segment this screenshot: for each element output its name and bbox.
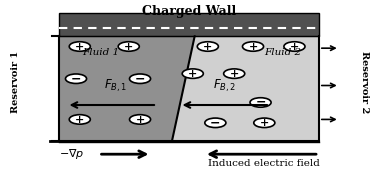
- Circle shape: [65, 74, 87, 83]
- Circle shape: [130, 115, 150, 124]
- Circle shape: [69, 115, 90, 124]
- Circle shape: [205, 118, 226, 128]
- Text: +: +: [188, 68, 197, 79]
- Circle shape: [250, 98, 271, 107]
- Text: +: +: [75, 41, 84, 52]
- Circle shape: [242, 42, 263, 51]
- Text: −: −: [210, 116, 221, 129]
- Polygon shape: [59, 36, 195, 141]
- Text: −: −: [135, 72, 145, 85]
- Text: Fluid 2: Fluid 2: [264, 48, 301, 57]
- Circle shape: [182, 69, 203, 78]
- Text: +: +: [203, 41, 212, 52]
- Circle shape: [254, 118, 275, 128]
- Circle shape: [130, 74, 150, 83]
- Text: −: −: [71, 72, 81, 85]
- Text: $-\nabla p$: $-\nabla p$: [59, 147, 84, 161]
- Text: $F_{B,2}$: $F_{B,2}$: [213, 77, 236, 94]
- Text: Induced electric field: Induced electric field: [208, 159, 320, 168]
- Circle shape: [197, 42, 218, 51]
- Text: −: −: [255, 96, 266, 109]
- Text: +: +: [260, 117, 269, 128]
- Circle shape: [69, 42, 90, 51]
- Text: Fluid 1: Fluid 1: [82, 48, 119, 57]
- Circle shape: [284, 42, 305, 51]
- Text: $F_{B,1}$: $F_{B,1}$: [104, 77, 127, 94]
- Text: +: +: [75, 114, 84, 125]
- Circle shape: [118, 42, 139, 51]
- Text: +: +: [124, 41, 133, 52]
- Polygon shape: [172, 36, 319, 141]
- Bar: [59, 12, 319, 36]
- Circle shape: [224, 69, 245, 78]
- Text: +: +: [290, 41, 299, 52]
- Text: +: +: [248, 41, 258, 52]
- Text: Reservoir 1: Reservoir 1: [11, 51, 20, 113]
- Text: +: +: [229, 68, 239, 79]
- Text: +: +: [135, 114, 145, 125]
- Text: Reservoir 2: Reservoir 2: [359, 51, 369, 113]
- Text: Charged Wall: Charged Wall: [142, 5, 236, 18]
